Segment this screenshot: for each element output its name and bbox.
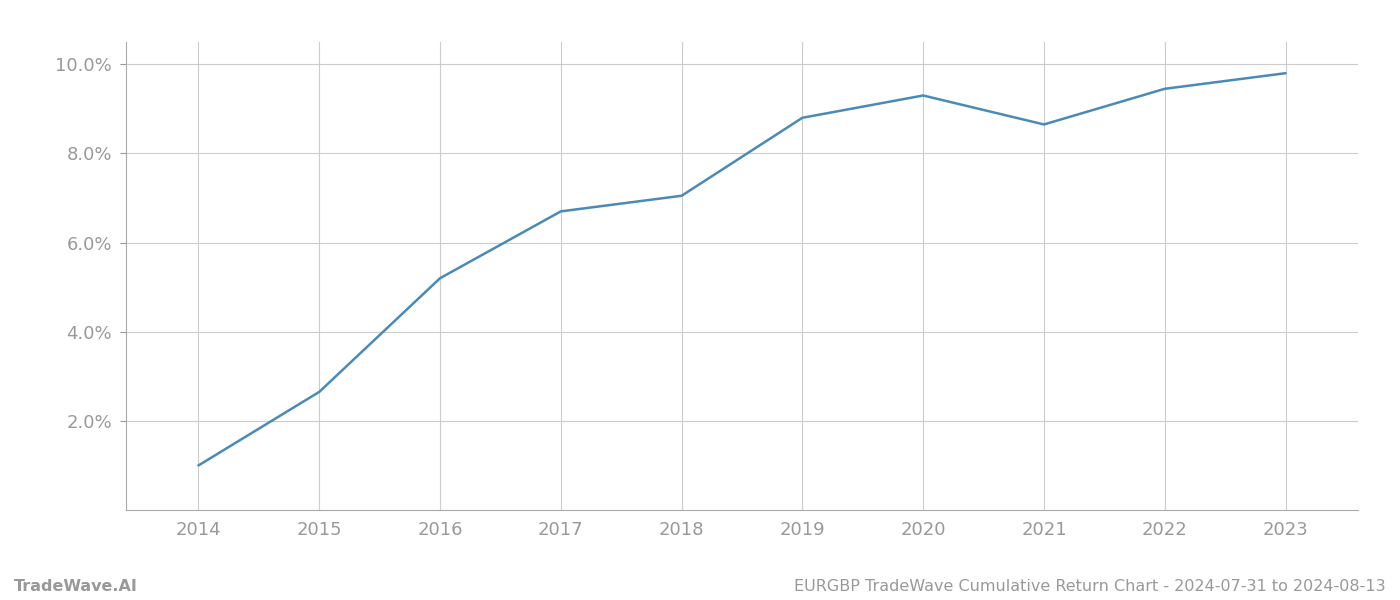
Text: EURGBP TradeWave Cumulative Return Chart - 2024-07-31 to 2024-08-13: EURGBP TradeWave Cumulative Return Chart… <box>794 579 1386 594</box>
Text: TradeWave.AI: TradeWave.AI <box>14 579 137 594</box>
